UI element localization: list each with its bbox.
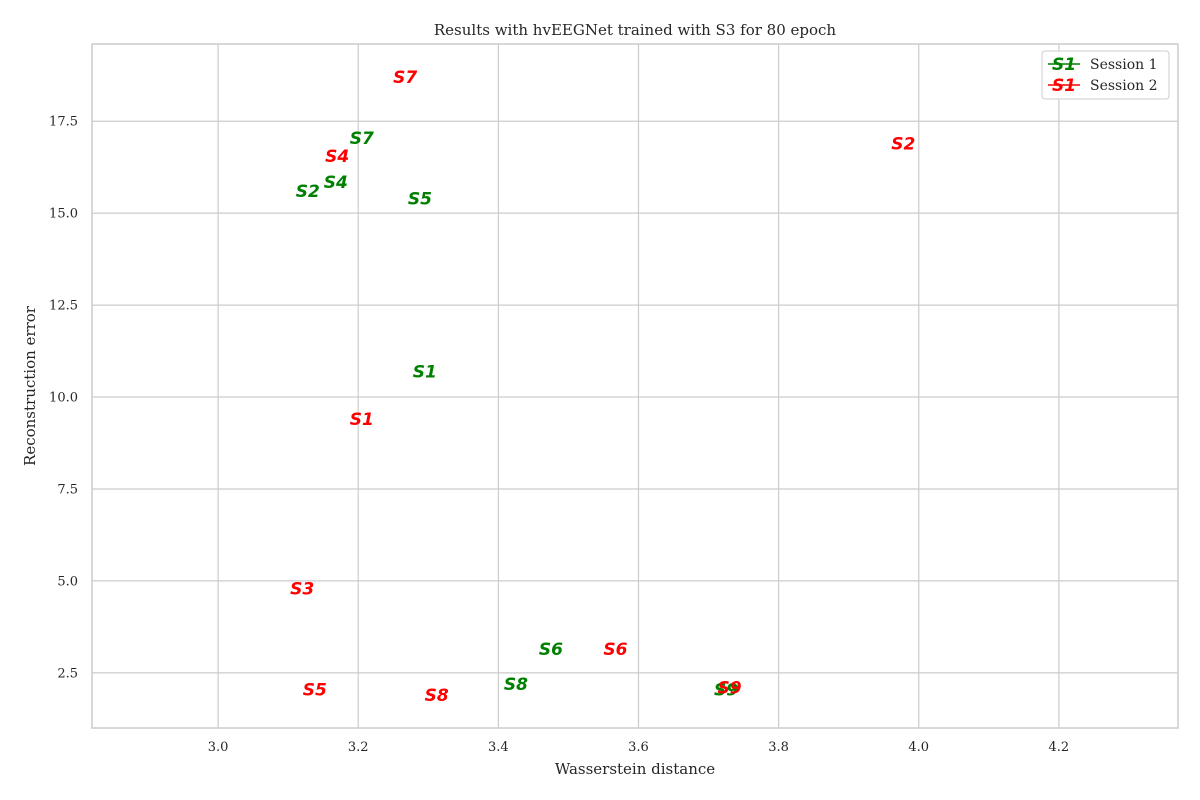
x-tick-label: 4.2 — [1049, 740, 1070, 755]
legend-entry-label: Session 1 — [1090, 57, 1158, 73]
legend-entry-label: Session 2 — [1090, 78, 1158, 94]
x-tick-label: 3.8 — [768, 740, 789, 755]
legend-box — [1041, 50, 1170, 100]
legend-marker: S1 — [1052, 76, 1076, 96]
data-point-label: S1 — [350, 410, 374, 430]
data-point-label: S7 — [393, 68, 417, 88]
data-point-label: S1 — [413, 362, 437, 382]
data-point-label: S9 — [714, 680, 738, 700]
y-tick-label: 15.0 — [49, 207, 78, 222]
legend-marker: S1 — [1052, 55, 1076, 75]
data-point-label: S9 — [718, 679, 742, 699]
x-axis-label: Wasserstein distance — [555, 760, 715, 778]
x-tick-label: 3.0 — [208, 740, 229, 755]
grid — [92, 44, 1178, 728]
y-tick-label: 12.5 — [49, 299, 78, 314]
data-point-label: S2 — [296, 182, 320, 202]
data-point-label: S6 — [539, 640, 563, 660]
plot-frame — [91, 43, 1179, 729]
y-tick-label: 5.0 — [57, 574, 78, 589]
data-point-label: S8 — [425, 686, 449, 706]
data-point-label: S2 — [891, 134, 915, 154]
y-axis-ticks: 2.5 5.0 7.5 10.0 12.5 15.0 17.5 — [49, 115, 78, 682]
y-tick-label: 2.5 — [57, 666, 78, 681]
y-tick-label: 10.0 — [49, 391, 78, 406]
x-tick-label: 3.6 — [628, 740, 649, 755]
data-point-label: S3 — [290, 579, 314, 599]
data-point-label: S8 — [504, 675, 528, 695]
data-point-label: S4 — [325, 147, 349, 167]
y-tick-label: 7.5 — [57, 482, 78, 497]
x-tick-label: 3.2 — [348, 740, 369, 755]
data-point-label: S5 — [408, 189, 432, 209]
x-tick-label: 3.4 — [488, 740, 509, 755]
x-axis-ticks: 3.0 3.2 3.4 3.6 3.8 4.0 4.2 — [208, 740, 1069, 755]
data-point-label: S7 — [350, 129, 374, 149]
data-point-label: S6 — [603, 640, 627, 660]
y-tick-label: 17.5 — [49, 115, 78, 130]
y-axis-label: Reconstruction error — [21, 305, 39, 466]
legend: S1 Session 1 S1 Session 2 — [1041, 50, 1170, 100]
chart-title: Results with hvEEGNet trained with S3 fo… — [434, 21, 837, 39]
x-tick-label: 4.0 — [908, 740, 929, 755]
data-point-label: S5 — [303, 680, 327, 700]
data-point-label: S4 — [324, 173, 348, 193]
